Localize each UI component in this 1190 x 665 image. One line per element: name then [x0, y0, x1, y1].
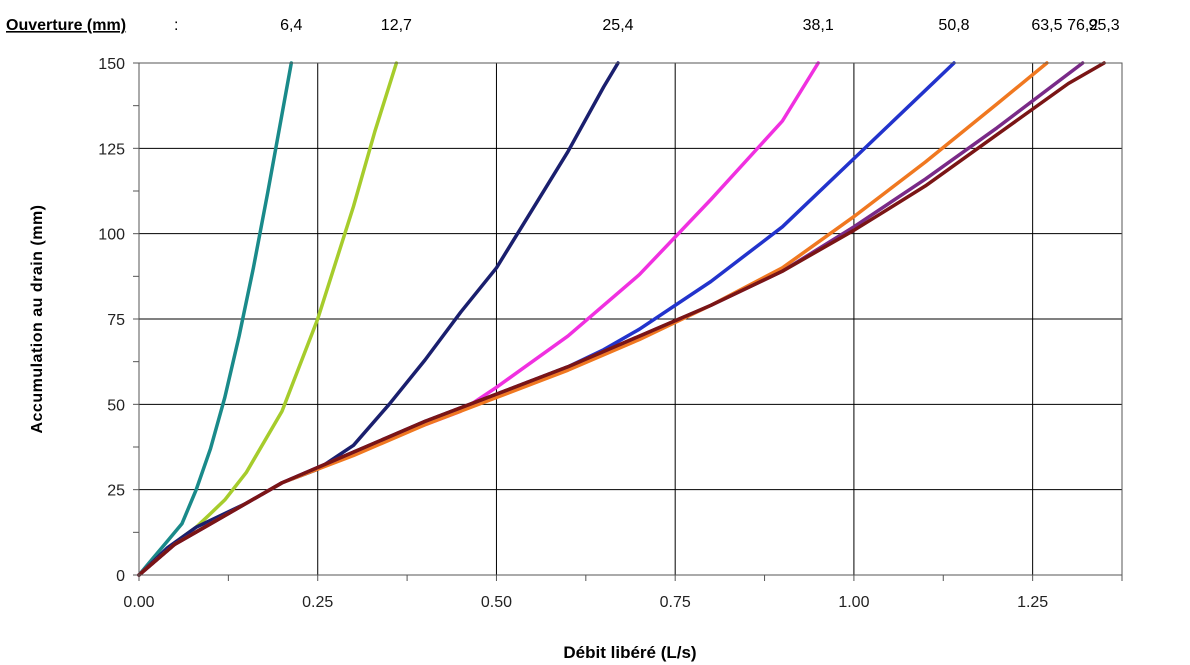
y-tick-label: 125 [98, 141, 125, 158]
header-title: Ouverture (mm) [6, 17, 126, 34]
y-tick-label: 0 [116, 568, 125, 585]
x-tick-label: 1.25 [1017, 594, 1048, 611]
y-tick-label: 150 [98, 56, 125, 73]
x-tick-label: 0.25 [302, 594, 333, 611]
x-tick-label: 1.00 [838, 594, 869, 611]
x-axis-label: Débit libéré (L/s) [563, 643, 696, 662]
legend-label-6-4: 6,4 [280, 17, 302, 34]
y-axis-label: Accumulation au drain (mm) [29, 204, 46, 433]
legend-label-38-1: 38,1 [803, 17, 834, 34]
legend-label-95-3: 95,3 [1089, 17, 1120, 34]
legend-label-63-5: 63,5 [1031, 17, 1062, 34]
header-colon: : [174, 17, 178, 34]
y-tick-label: 50 [107, 397, 125, 414]
legend-header: 6,4 12,7 25,4 38,1 50,8 63,5 76,295,3 [280, 17, 1120, 34]
legend-label-25-4: 25,4 [602, 17, 633, 34]
x-tick-label: 0.00 [123, 594, 154, 611]
y-tick-label: 25 [107, 483, 125, 500]
legend-label-12-7: 12,7 [381, 17, 412, 34]
x-tick-label: 0.50 [481, 594, 512, 611]
y-tick-label: 75 [107, 312, 125, 329]
y-tick-label: 100 [98, 227, 125, 244]
legend-label-50-8: 50,8 [938, 17, 969, 34]
x-tick-label: 0.75 [660, 594, 691, 611]
